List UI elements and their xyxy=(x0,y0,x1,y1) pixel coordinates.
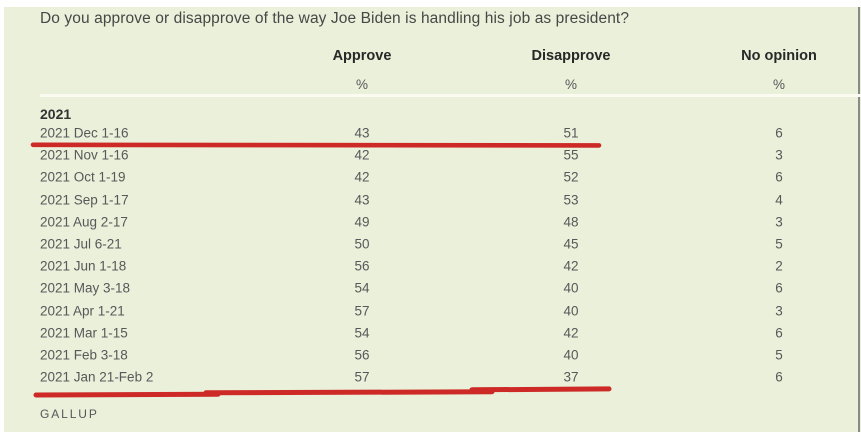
year-group-label: 2021 xyxy=(40,106,72,122)
table-row: 2021 Aug 2-17 49 48 3 xyxy=(0,211,861,233)
table-header-row: Approve Disapprove No opinion xyxy=(0,48,861,66)
table-row: 2021 Feb 3-18 56 40 5 xyxy=(0,344,861,366)
row-date: 2021 Sep 1-17 xyxy=(40,192,129,208)
row-disapprove-value: 42 xyxy=(563,258,579,274)
row-no-opinion-value: 6 xyxy=(775,369,783,385)
row-date: 2021 Dec 1-16 xyxy=(40,125,129,141)
row-date: 2021 Aug 2-17 xyxy=(40,214,128,230)
row-no-opinion-value: 6 xyxy=(775,280,783,296)
row-disapprove-value: 40 xyxy=(563,347,579,363)
row-disapprove-value: 55 xyxy=(563,147,579,163)
unit-approve: % xyxy=(355,77,369,92)
table-row: 2021 Jul 6-21 50 45 5 xyxy=(0,233,861,255)
row-disapprove-value: 52 xyxy=(563,169,579,185)
column-header-approve: Approve xyxy=(332,48,392,64)
unit-no-opinion: % xyxy=(772,77,786,92)
table-row: 2021 Oct 1-19 42 52 6 xyxy=(0,166,861,188)
row-approve-value: 54 xyxy=(354,280,370,296)
table-row: 2021 May 3-18 54 40 6 xyxy=(0,277,861,299)
row-date: 2021 May 3-18 xyxy=(40,280,131,296)
column-header-no-opinion: No opinion xyxy=(741,48,817,64)
unit-disapprove: % xyxy=(564,77,578,92)
column-header-disapprove: Disapprove xyxy=(531,48,611,64)
row-disapprove-value: 37 xyxy=(563,369,579,385)
row-date: 2021 Jun 1-18 xyxy=(40,258,127,274)
row-no-opinion-value: 3 xyxy=(775,214,783,230)
row-disapprove-value: 40 xyxy=(563,280,579,296)
row-approve-value: 43 xyxy=(354,125,370,141)
table-row: 2021 Apr 1-21 57 40 3 xyxy=(0,300,861,322)
table-row: 2021 Dec 1-16 43 51 6 xyxy=(0,122,861,144)
row-date: 2021 Jul 6-21 xyxy=(40,236,122,252)
source-label: GALLUP xyxy=(40,407,99,421)
row-approve-value: 57 xyxy=(354,369,370,385)
row-no-opinion-value: 5 xyxy=(775,347,783,363)
header-separator-line xyxy=(40,94,861,97)
row-disapprove-value: 48 xyxy=(563,214,579,230)
table-unit-row: % % % xyxy=(0,77,861,93)
table-row: 2021 Nov 1-16 42 55 3 xyxy=(0,144,861,166)
row-approve-value: 50 xyxy=(354,236,370,252)
row-date: 2021 Nov 1-16 xyxy=(40,147,129,163)
row-no-opinion-value: 4 xyxy=(775,192,783,208)
row-approve-value: 43 xyxy=(354,192,370,208)
row-disapprove-value: 53 xyxy=(563,192,579,208)
row-date: 2021 Feb 3-18 xyxy=(40,347,128,363)
row-disapprove-value: 40 xyxy=(563,303,579,319)
question-title: Do you approve or disapprove of the way … xyxy=(40,10,630,27)
table-row: 2021 Sep 1-17 43 53 4 xyxy=(0,189,861,211)
table-row: 2021 Jun 1-18 56 42 2 xyxy=(0,255,861,277)
row-date: 2021 Jan 21-Feb 2 xyxy=(40,369,154,385)
row-no-opinion-value: 3 xyxy=(775,303,783,319)
row-approve-value: 42 xyxy=(354,169,370,185)
row-no-opinion-value: 5 xyxy=(775,236,783,252)
row-approve-value: 54 xyxy=(354,325,370,341)
row-date: 2021 Apr 1-21 xyxy=(40,303,125,319)
row-approve-value: 57 xyxy=(354,303,370,319)
table-row: 2021 Mar 1-15 54 42 6 xyxy=(0,322,861,344)
content-area xyxy=(4,7,861,432)
row-no-opinion-value: 3 xyxy=(775,147,783,163)
row-date: 2021 Mar 1-15 xyxy=(40,325,128,341)
row-approve-value: 56 xyxy=(354,258,370,274)
row-approve-value: 49 xyxy=(354,214,370,230)
row-no-opinion-value: 6 xyxy=(775,325,783,341)
row-no-opinion-value: 2 xyxy=(775,258,783,274)
row-no-opinion-value: 6 xyxy=(775,169,783,185)
row-disapprove-value: 51 xyxy=(563,125,579,141)
table-rows: 2021 Dec 1-16 43 51 6 2021 Nov 1-16 42 55 3 2021… xyxy=(0,122,861,388)
window-right-border xyxy=(858,7,860,432)
row-approve-value: 42 xyxy=(354,147,370,163)
row-disapprove-value: 45 xyxy=(563,236,579,252)
table-row: 2021 Jan 21-Feb 2 57 37 6 xyxy=(0,366,861,388)
row-no-opinion-value: 6 xyxy=(775,125,783,141)
row-disapprove-value: 42 xyxy=(563,325,579,341)
row-approve-value: 56 xyxy=(354,347,370,363)
row-date: 2021 Oct 1-19 xyxy=(40,169,126,185)
